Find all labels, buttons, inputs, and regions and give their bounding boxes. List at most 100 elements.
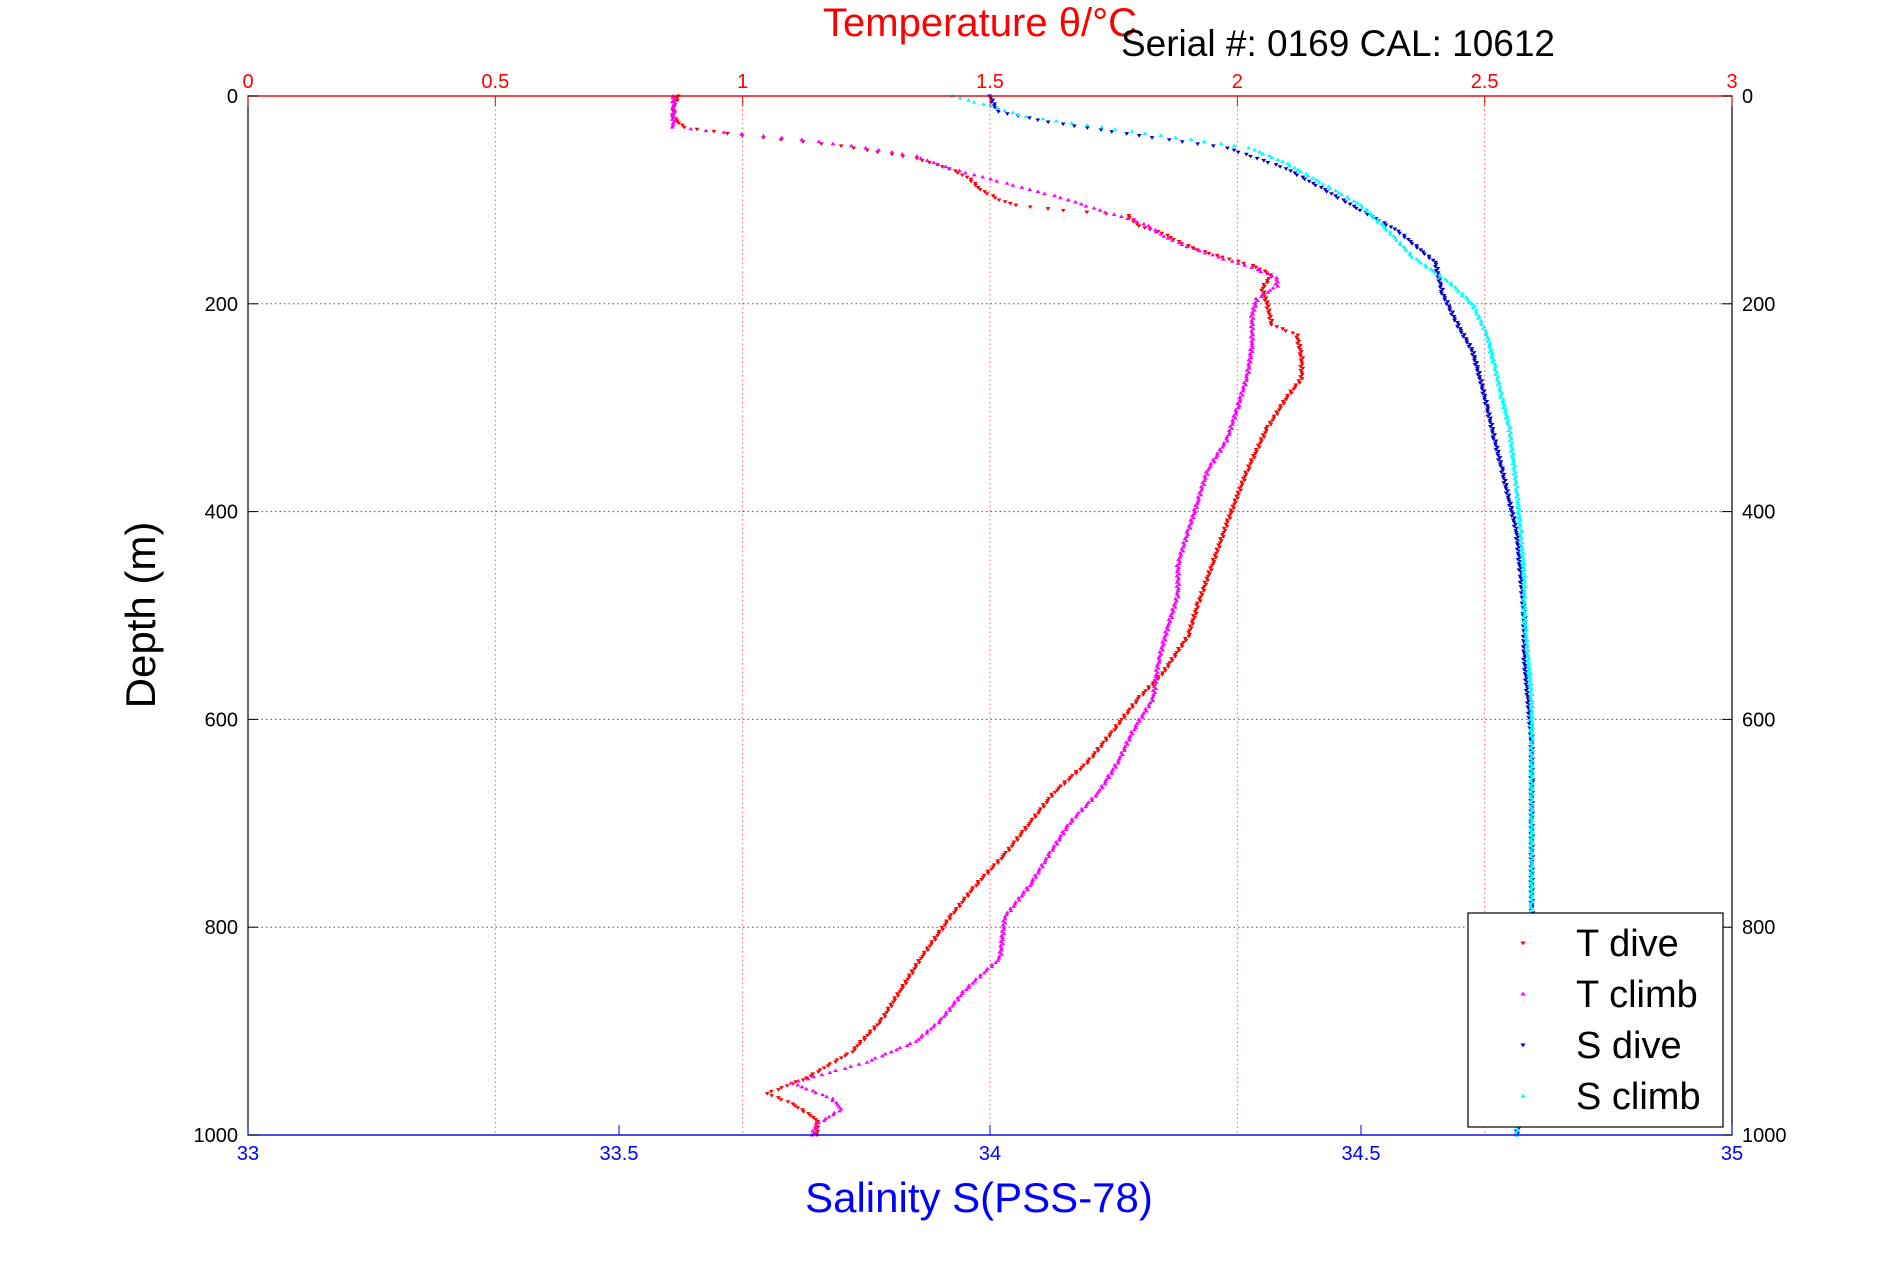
data-point-t-climb	[1152, 227, 1158, 232]
data-point-t-climb	[1250, 345, 1255, 349]
data-point-t-climb	[1000, 935, 1005, 940]
data-point-t-climb	[1224, 438, 1230, 443]
data-point-t-dive	[1136, 695, 1142, 699]
data-point-t-dive	[1187, 628, 1193, 633]
data-point-s-climb	[1467, 299, 1472, 304]
data-point-t-dive	[874, 1023, 880, 1028]
data-point-s-climb	[1528, 827, 1533, 831]
data-point-t-climb	[1250, 316, 1256, 320]
data-point-t-dive	[779, 1086, 784, 1090]
data-point-s-climb	[1529, 875, 1534, 879]
data-point-s-climb	[1505, 422, 1511, 426]
data-point-s-climb	[1523, 617, 1529, 622]
data-point-s-climb	[1522, 611, 1528, 615]
data-point-t-dive	[1211, 560, 1217, 564]
data-point-t-dive	[1212, 553, 1218, 558]
data-point-t-climb	[826, 1114, 832, 1119]
data-point-t-dive	[775, 1096, 781, 1100]
data-point-t-climb	[1054, 841, 1060, 846]
data-point-t-dive	[813, 1117, 819, 1122]
data-point-s-climb	[1375, 219, 1381, 224]
data-point-s-climb	[1527, 661, 1533, 665]
data-point-s-climb	[1387, 229, 1393, 234]
data-point-t-dive	[1230, 504, 1236, 509]
data-point-t-dive	[900, 986, 906, 990]
data-point-t-climb	[1236, 405, 1241, 410]
data-point-s-climb	[1528, 702, 1534, 707]
data-point-s-climb	[1528, 750, 1533, 755]
data-point-t-dive	[953, 169, 958, 173]
data-point-t-climb	[947, 1008, 953, 1012]
data-point-s-climb	[1529, 681, 1534, 686]
data-point-t-dive	[1274, 325, 1280, 329]
data-point-s-climb	[1523, 573, 1528, 578]
data-point-s-climb	[1529, 852, 1535, 856]
data-point-t-dive	[961, 898, 967, 903]
data-point-s-dive	[1382, 221, 1387, 225]
data-point-t-dive	[1186, 244, 1191, 248]
data-point-t-dive	[1261, 290, 1267, 295]
data-point-s-dive	[1514, 547, 1520, 552]
data-point-t-dive	[1206, 251, 1212, 256]
data-point-s-climb	[1530, 758, 1536, 763]
data-point-t-climb	[1002, 914, 1008, 919]
data-point-t-climb	[1097, 208, 1103, 212]
data-point-t-dive	[865, 1033, 870, 1038]
data-point-s-dive	[1414, 246, 1420, 250]
data-point-t-dive	[985, 869, 991, 874]
data-point-s-dive	[1510, 518, 1516, 523]
data-point-t-climb	[1019, 893, 1025, 898]
data-point-s-dive	[1457, 327, 1463, 331]
data-point-t-climb	[1176, 586, 1182, 590]
data-point-t-dive	[1182, 636, 1188, 641]
data-point-t-dive	[1179, 642, 1185, 647]
data-point-t-climb	[1227, 430, 1233, 435]
data-point-s-dive	[1477, 371, 1483, 375]
data-point-t-climb	[1132, 218, 1138, 222]
data-point-t-climb	[1100, 785, 1105, 790]
data-point-s-climb	[1529, 841, 1535, 846]
data-point-t-dive	[1283, 329, 1289, 333]
data-point-t-dive	[1274, 410, 1279, 415]
data-point-s-climb	[1494, 376, 1500, 381]
data-point-t-dive	[1221, 535, 1226, 539]
data-point-t-climb	[1019, 185, 1025, 189]
data-point-s-dive	[1447, 306, 1453, 311]
data-point-t-dive	[939, 165, 945, 169]
data-point-t-climb	[670, 121, 676, 125]
data-point-t-climb	[904, 1043, 910, 1048]
data-point-t-dive	[953, 909, 959, 913]
data-point-t-dive	[1248, 462, 1253, 466]
data-point-t-climb	[1165, 236, 1171, 240]
data-point-s-dive	[1479, 387, 1485, 392]
data-point-s-climb	[1530, 812, 1536, 817]
data-point-t-climb	[1270, 286, 1276, 290]
data-point-s-climb	[1478, 318, 1484, 322]
data-point-t-dive	[1073, 771, 1079, 776]
data-point-s-dive	[1449, 312, 1454, 317]
data-point-t-dive	[1242, 478, 1248, 483]
data-point-t-climb	[1079, 806, 1085, 811]
data-point-t-climb	[1247, 347, 1253, 351]
data-point-s-climb	[1512, 482, 1518, 487]
data-point-t-climb	[1229, 259, 1235, 263]
data-point-t-climb	[960, 989, 966, 994]
data-point-s-climb	[1528, 843, 1534, 848]
data-point-t-dive	[935, 934, 940, 938]
data-point-s-dive	[1504, 483, 1509, 487]
data-point-s-climb	[1528, 800, 1534, 804]
data-point-t-climb	[1237, 397, 1243, 401]
data-point-s-climb	[1520, 555, 1526, 559]
data-point-t-dive	[1160, 671, 1166, 675]
data-point-t-climb	[888, 1049, 894, 1054]
data-point-s-climb	[1530, 792, 1536, 796]
data-point-s-dive	[1442, 298, 1448, 302]
data-point-s-dive	[1508, 501, 1514, 506]
data-point-s-dive	[1294, 173, 1300, 178]
data-point-t-climb	[1184, 538, 1189, 543]
data-point-t-climb	[1079, 808, 1085, 813]
data-point-t-dive	[1253, 451, 1258, 456]
data-point-s-climb	[1500, 401, 1506, 405]
data-point-t-dive	[1190, 246, 1196, 250]
data-point-t-dive	[942, 923, 948, 928]
